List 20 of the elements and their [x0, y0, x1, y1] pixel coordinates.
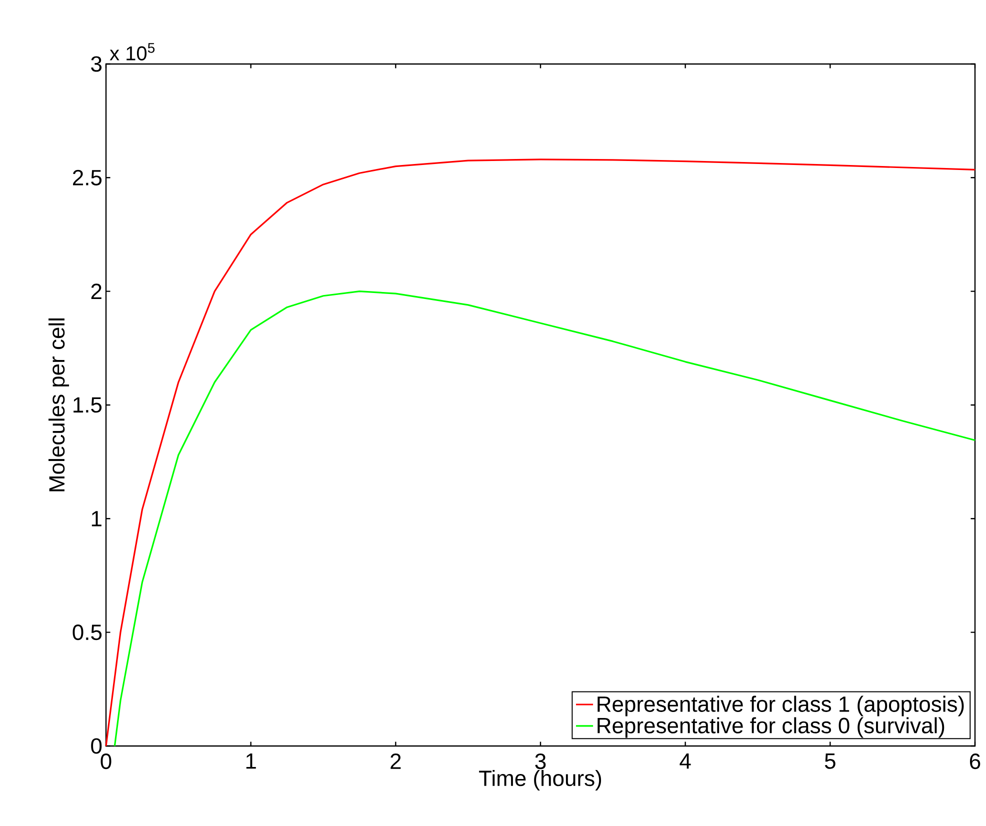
x-tick-label: 5 — [824, 754, 836, 769]
legend-label: Representative for class 0 (survival) — [598, 717, 944, 738]
text: x 10$^{5}$ — [110, 43, 155, 60]
x-tick-label: 6 — [970, 754, 980, 770]
legend-label: Representative for class 1 (apoptosis) — [598, 696, 964, 716]
x-tick-label: 3 — [535, 754, 546, 770]
line-series — [105, 158, 976, 747]
y-axis-title: Molecules per cell — [48, 318, 70, 492]
y-tick-label: 1.5 — [74, 397, 102, 413]
y-tick-label: 2.5 — [73, 170, 102, 186]
x-tick-label: 2 — [390, 754, 401, 769]
y-tick-label: 2 — [91, 284, 102, 299]
y-tick-label: 1 — [92, 511, 102, 526]
y-tick-label: 3 — [91, 56, 102, 72]
x-axis-title: Time (hours) — [479, 770, 602, 790]
x-tick-label: 4 — [680, 754, 691, 769]
x-tick-label: 1 — [246, 754, 256, 769]
y-tick-label: 0.5 — [72, 624, 102, 640]
line-series — [114, 290, 976, 747]
y-tick-label: 0 — [91, 738, 102, 754]
